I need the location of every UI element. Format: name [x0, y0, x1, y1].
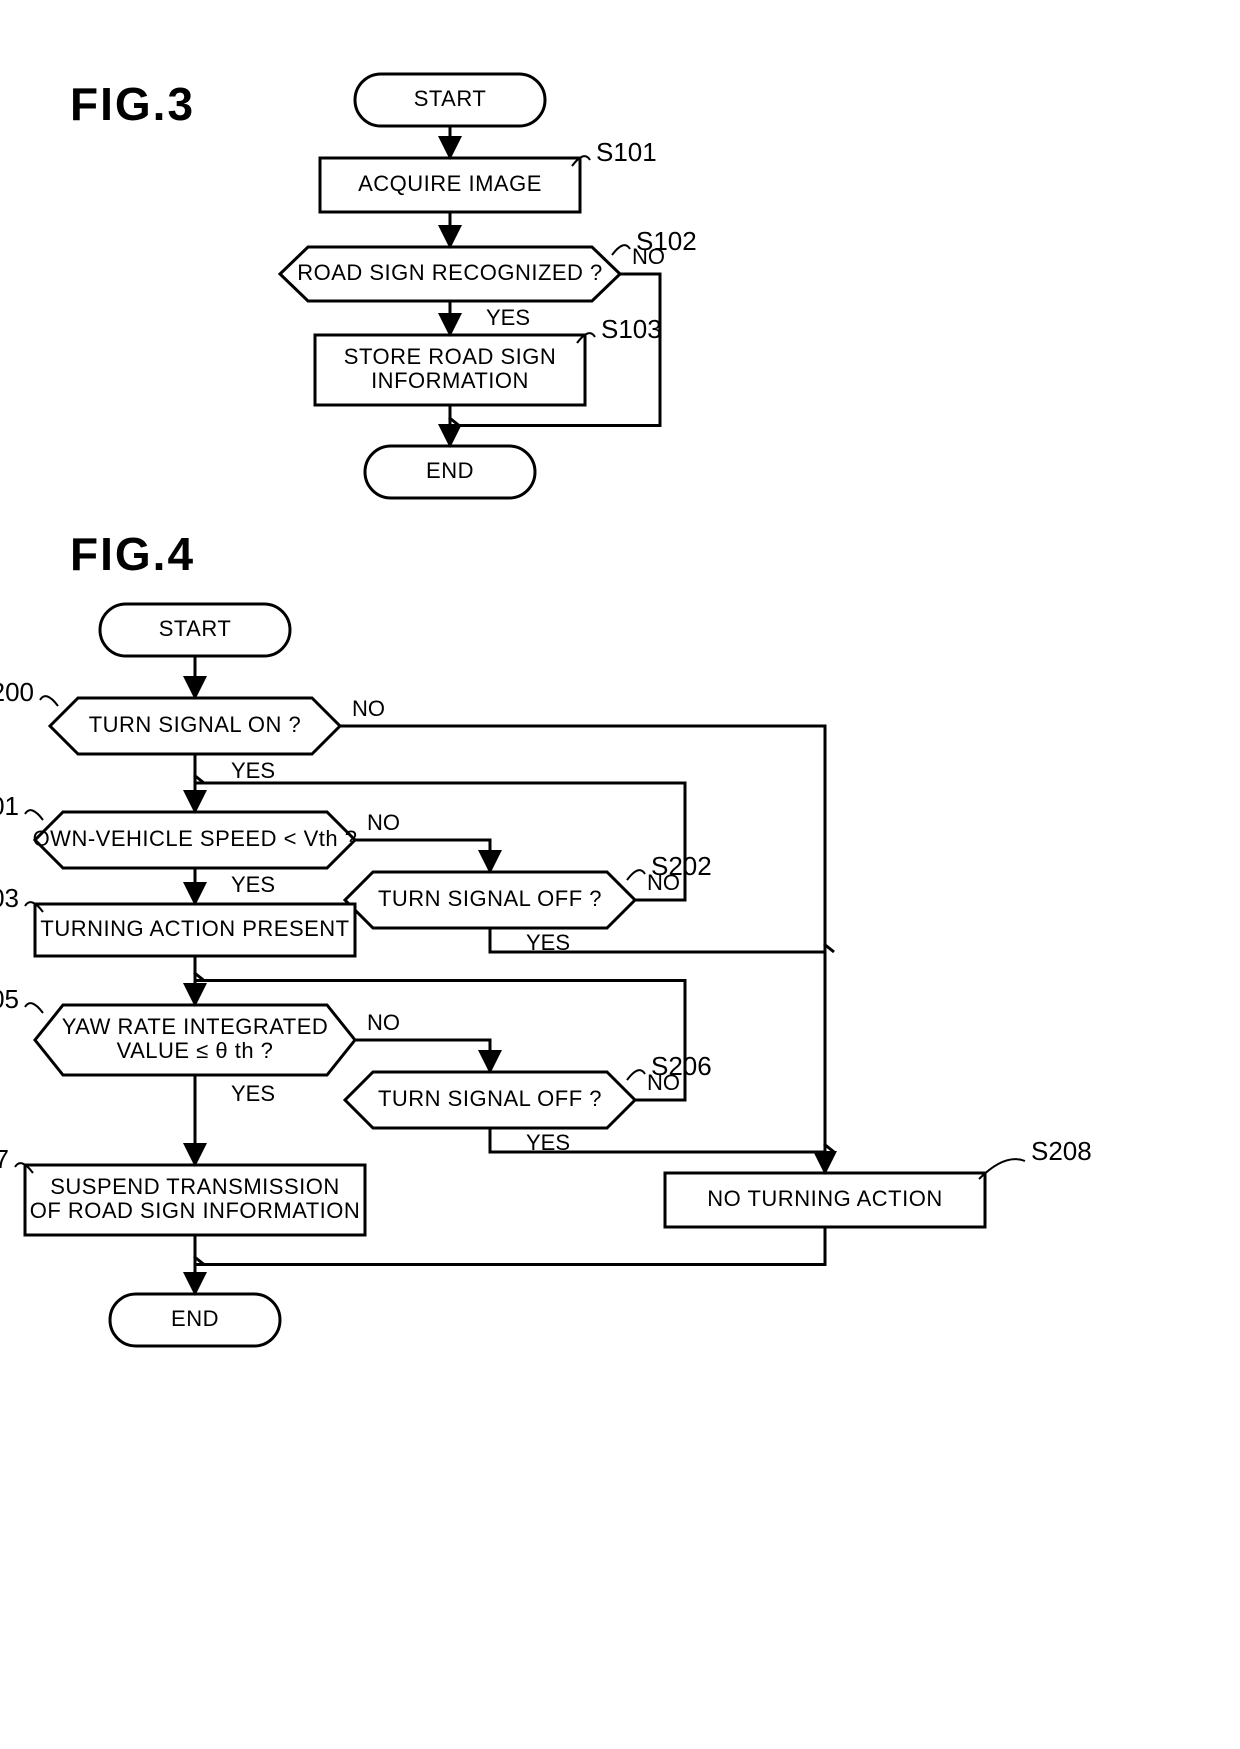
svg-text:TURN SIGNAL OFF ?: TURN SIGNAL OFF ?	[378, 886, 602, 911]
svg-text:YES: YES	[231, 872, 275, 897]
svg-text:YES: YES	[486, 305, 530, 330]
svg-text:NO: NO	[367, 810, 400, 835]
svg-text:YAW RATE INTEGRATED: YAW RATE INTEGRATED	[62, 1014, 329, 1039]
svg-text:OWN-VEHICLE SPEED < Vth ?: OWN-VEHICLE SPEED < Vth ?	[33, 826, 358, 851]
svg-text:SUSPEND TRANSMISSION: SUSPEND TRANSMISSION	[50, 1174, 340, 1199]
svg-text:YES: YES	[526, 1130, 570, 1155]
figure-label: FIG.3	[70, 78, 195, 130]
step-label: S103	[601, 314, 662, 344]
step-label: S101	[596, 137, 657, 167]
svg-text:END: END	[426, 458, 474, 483]
svg-text:STORE ROAD SIGN: STORE ROAD SIGN	[344, 344, 556, 369]
svg-text:NO: NO	[647, 870, 680, 895]
svg-text:NO: NO	[647, 1070, 680, 1095]
edge	[355, 1040, 490, 1072]
step-label: S201	[0, 791, 19, 821]
svg-text:NO: NO	[367, 1010, 400, 1035]
svg-text:START: START	[159, 616, 232, 641]
figure-label: FIG.4	[70, 528, 195, 580]
svg-text:NO: NO	[352, 696, 385, 721]
step-label: S205	[0, 984, 19, 1014]
step-label: S203	[0, 883, 19, 913]
step-label: S200	[0, 677, 34, 707]
flowchart-canvas: FIG.3 START ACQUIRE IMAGE S101 ROAD SIGN REC…	[0, 0, 1240, 1744]
svg-text:ROAD SIGN RECOGNIZED ?: ROAD SIGN RECOGNIZED ?	[297, 260, 603, 285]
svg-text:START: START	[414, 86, 487, 111]
svg-text:TURN SIGNAL OFF ?: TURN SIGNAL OFF ?	[378, 1086, 602, 1111]
svg-text:ACQUIRE IMAGE: ACQUIRE IMAGE	[358, 171, 542, 196]
svg-text:YES: YES	[526, 930, 570, 955]
step-label: S207	[0, 1144, 9, 1174]
step-label: S208	[1031, 1136, 1092, 1166]
svg-text:VALUE ≤ θ th ?: VALUE ≤ θ th ?	[117, 1038, 274, 1063]
svg-text:YES: YES	[231, 758, 275, 783]
svg-text:YES: YES	[231, 1081, 275, 1106]
svg-text:NO: NO	[632, 244, 665, 269]
edge	[355, 840, 490, 872]
svg-text:END: END	[171, 1306, 219, 1331]
svg-text:TURNING ACTION PRESENT: TURNING ACTION PRESENT	[40, 916, 349, 941]
svg-text:INFORMATION: INFORMATION	[371, 368, 529, 393]
svg-text:OF ROAD SIGN INFORMATION: OF ROAD SIGN INFORMATION	[30, 1198, 361, 1223]
svg-text:NO TURNING ACTION: NO TURNING ACTION	[707, 1186, 942, 1211]
svg-text:TURN SIGNAL ON ?: TURN SIGNAL ON ?	[89, 712, 302, 737]
